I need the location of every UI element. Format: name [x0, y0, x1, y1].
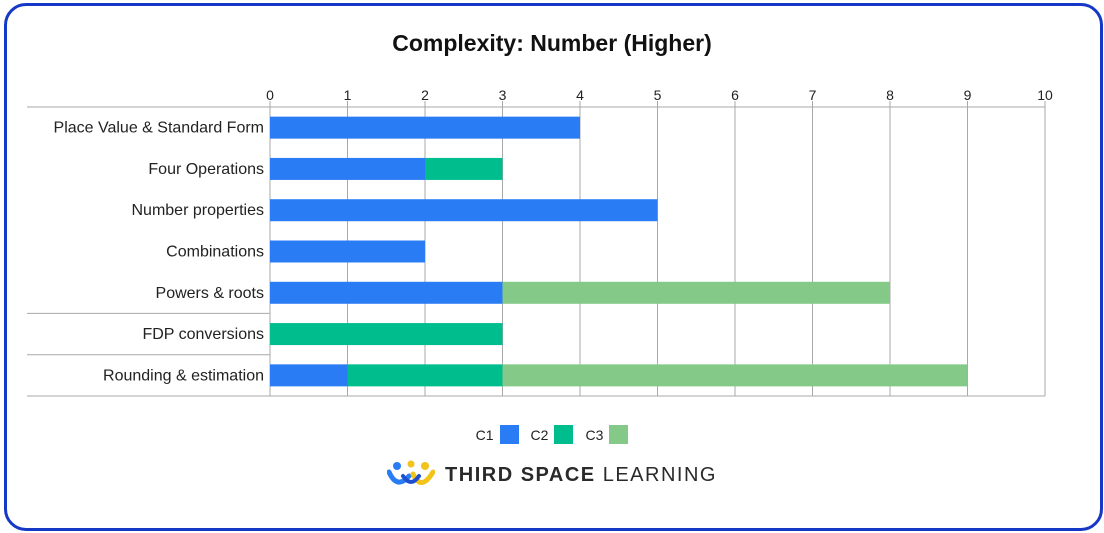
brand-name-bold: THIRD SPACE	[445, 463, 596, 486]
category-label: Number properties	[132, 202, 265, 219]
x-tick-label: 1	[344, 87, 352, 103]
category-label: Combinations	[166, 244, 264, 261]
legend-item: C1	[476, 425, 519, 444]
category-label: Powers & roots	[156, 285, 264, 302]
bar-c1	[270, 240, 425, 263]
bar-c2	[425, 157, 503, 180]
bar-c3	[502, 364, 968, 387]
legend-swatch	[499, 425, 519, 444]
legend-label: C3	[585, 426, 604, 443]
x-tick-label: 7	[809, 87, 817, 103]
category-label: Four Operations	[148, 161, 264, 178]
legend-label: C2	[530, 426, 549, 443]
bar-c1	[270, 199, 658, 222]
bar-c1	[270, 364, 348, 387]
brand-name: THIRD SPACE LEARNING	[445, 464, 717, 487]
legend: C1 C2 C3	[0, 425, 1104, 444]
x-tick-label: 5	[654, 87, 662, 103]
legend-item: C3	[585, 425, 629, 444]
x-tick-label: 6	[731, 87, 739, 103]
x-tick-label: 9	[964, 87, 972, 103]
chart-title: Complexity: Number (Higher)	[392, 30, 712, 56]
legend-swatch	[609, 425, 629, 444]
bar-c1	[270, 281, 503, 304]
x-tick-label: 4	[576, 87, 584, 103]
legend-label: C1	[475, 426, 494, 443]
bar-c1	[270, 157, 425, 180]
category-label: Place Value & Standard Form	[54, 120, 264, 137]
brand-logo: THIRD SPACE LEARNING	[0, 460, 1104, 490]
legend-swatch	[554, 425, 574, 444]
brand-name-light: LEARNING	[595, 463, 717, 486]
x-tick-label: 2	[421, 87, 429, 103]
bar-c2	[347, 364, 503, 387]
x-tick-label: 8	[886, 87, 894, 103]
legend-item: C2	[531, 425, 574, 444]
x-tick-label: 0	[266, 87, 274, 103]
x-tick-label: 3	[499, 87, 507, 103]
bar-c3	[502, 281, 890, 304]
category-label: FDP conversions	[142, 326, 264, 343]
bar-c1	[270, 116, 580, 139]
third-space-learning-logo-icon	[387, 460, 436, 485]
category-label: Rounding & estimation	[103, 367, 264, 384]
bar-c2	[270, 323, 503, 346]
x-tick-label: 10	[1037, 87, 1053, 103]
chart-frame	[4, 3, 1103, 531]
